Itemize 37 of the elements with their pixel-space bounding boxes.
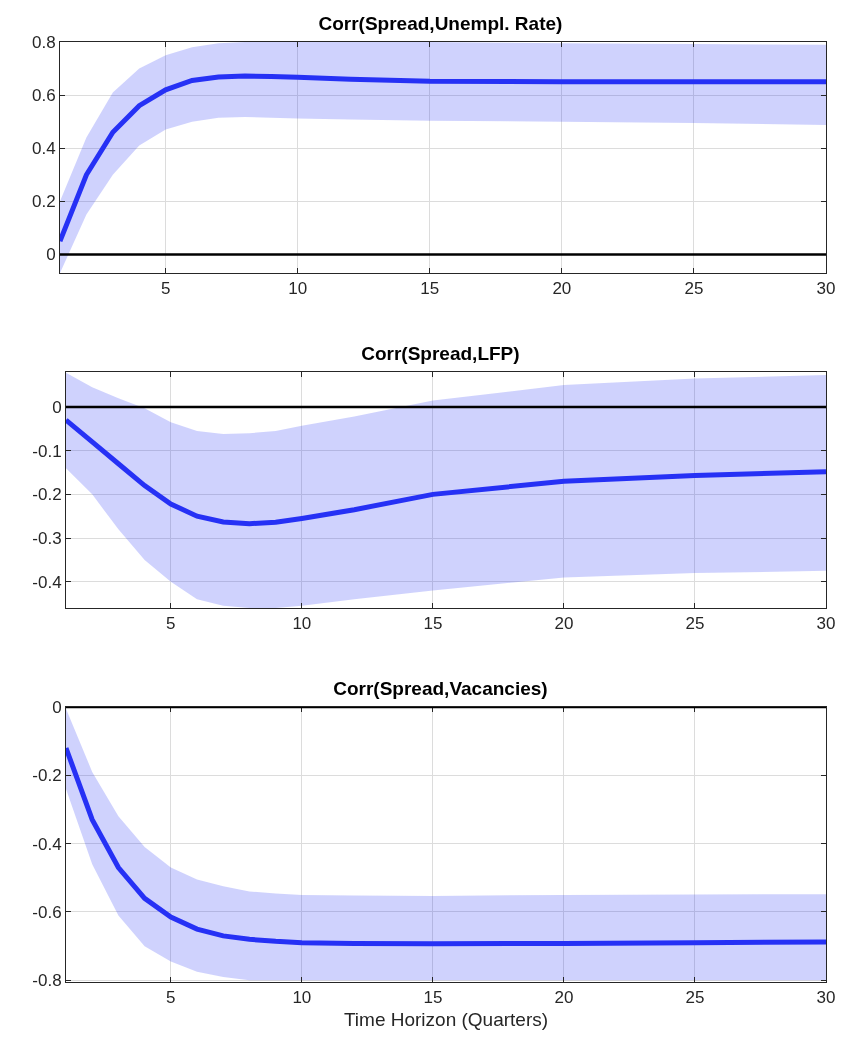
x-axis-title: Time Horizon (Quarters) (343, 1009, 549, 1031)
x-tick-label: 10 (292, 988, 312, 1008)
x-tick-label: 15 (423, 988, 443, 1008)
y-tick-label: -0.6 (32, 902, 62, 922)
y-tick-label: -0.2 (32, 766, 62, 786)
y-tick-label: -0.3 (32, 529, 62, 549)
x-tick-label: 30 (816, 279, 836, 299)
y-tick-label: 0 (46, 245, 56, 265)
x-tick-label: 10 (288, 279, 308, 299)
x-tick-label: 25 (685, 614, 705, 634)
y-tick-label: -0.4 (32, 834, 62, 854)
x-tick-label: 20 (554, 988, 574, 1008)
x-tick-label: 30 (816, 988, 836, 1008)
x-tick-label: 20 (552, 279, 572, 299)
y-tick-label: 0.8 (31, 32, 56, 52)
x-tick-label: 25 (685, 988, 705, 1008)
x-tick-label: 5 (166, 988, 176, 1008)
x-tick-label: 5 (160, 279, 171, 299)
y-tick-label: 0 (52, 397, 62, 417)
y-tick-label: 0.6 (31, 86, 56, 106)
x-tick-label: 20 (554, 614, 574, 634)
x-tick-label: 5 (166, 614, 176, 634)
y-tick-label: 0.4 (31, 139, 56, 159)
x-tick-label: 25 (684, 279, 704, 299)
chart-title: Corr(Spread,Vacancies) (333, 678, 548, 699)
chart-title: Corr(Spread,LFP) (361, 343, 520, 364)
y-tick-label: 0.2 (31, 192, 56, 212)
x-tick-label: 15 (420, 279, 440, 299)
y-tick-label: -0.2 (32, 485, 62, 505)
y-tick-label: 0 (52, 697, 62, 717)
chart-title: Corr(Spread,Unempl. Rate) (318, 13, 563, 34)
y-tick-label: -0.1 (32, 441, 62, 461)
y-tick-label: -0.8 (32, 971, 62, 991)
x-tick-label: 15 (423, 614, 443, 634)
x-tick-label: 30 (816, 614, 836, 634)
y-tick-label: -0.4 (32, 572, 62, 592)
x-tick-label: 10 (292, 614, 312, 634)
